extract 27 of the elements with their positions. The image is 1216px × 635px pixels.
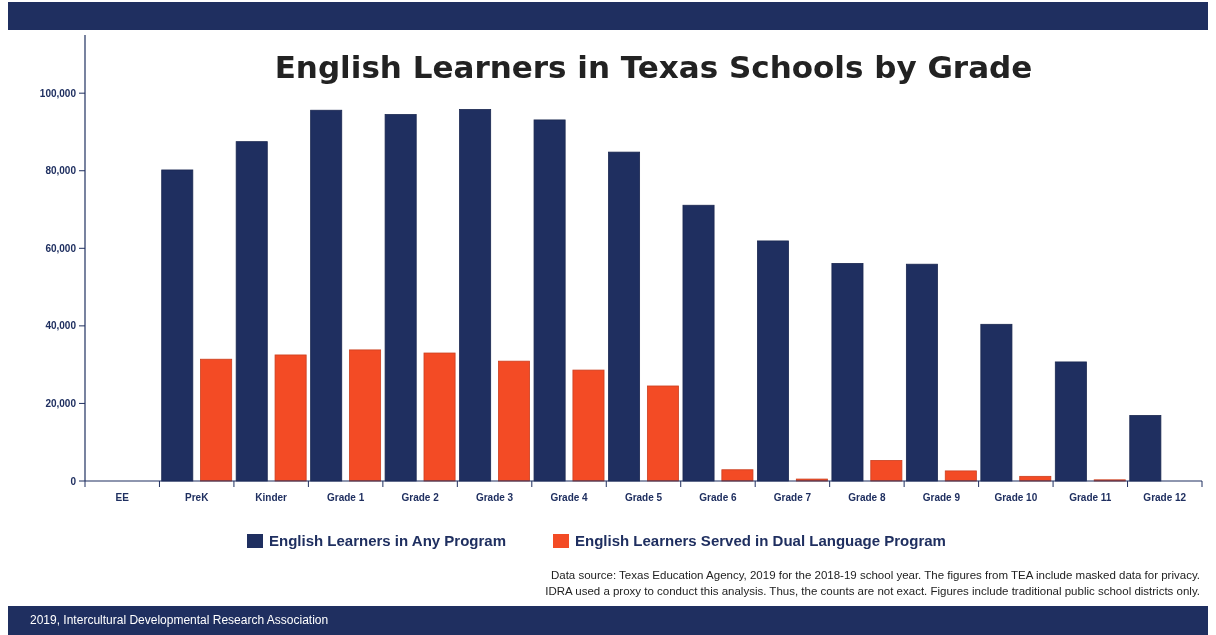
x-tick-label: Grade 12 bbox=[1143, 492, 1187, 503]
x-tick-label: PreK bbox=[185, 492, 210, 503]
y-tick-label: 100,000 bbox=[39, 87, 77, 99]
x-tick-label: EE bbox=[115, 492, 130, 503]
text: IDRA used a proxy to conduct this analysis. Thus, the counts are not exact. Figures include traditional public school districts only. bbox=[545, 585, 1200, 598]
legend-label: English Learners Served in Dual Language Program bbox=[575, 532, 946, 550]
y-tick-label: 0 bbox=[70, 475, 77, 487]
x-tick-label: Grade 1 bbox=[327, 492, 365, 503]
legend-label: English Learners in Any Program bbox=[269, 532, 507, 550]
x-tick-label: Grade 7 bbox=[773, 492, 812, 503]
y-tick-label: 60,000 bbox=[45, 242, 77, 254]
y-tick-label: 20,000 bbox=[45, 397, 77, 409]
y-tick-label: 80,000 bbox=[45, 165, 77, 177]
x-tick-label: Grade 9 bbox=[922, 492, 961, 503]
x-tick-label: Grade 5 bbox=[624, 492, 663, 503]
x-tick-label: Grade 10 bbox=[994, 492, 1038, 503]
x-tick-label: Grade 4 bbox=[550, 492, 589, 503]
x-tick-label: Kinder bbox=[255, 492, 288, 503]
x-tick-label: Grade 11 bbox=[1069, 492, 1112, 503]
x-tick-label: Grade 6 bbox=[699, 492, 738, 503]
source-note: Data source: Texas Education Agency, 2019 for the 2018-19 school year. The figures from TEA include masked data for privacy. bbox=[550, 569, 1200, 582]
text: 2019, Intercultural Developmental Research Association bbox=[30, 613, 329, 628]
x-tick-label: Grade 3 bbox=[475, 492, 514, 503]
y-tick-label: 40,000 bbox=[45, 320, 77, 332]
text: English Learners in Texas Schools by Grade bbox=[274, 49, 1033, 85]
x-tick-label: Grade 8 bbox=[848, 492, 886, 503]
x-tick-label: Grade 2 bbox=[401, 492, 440, 503]
